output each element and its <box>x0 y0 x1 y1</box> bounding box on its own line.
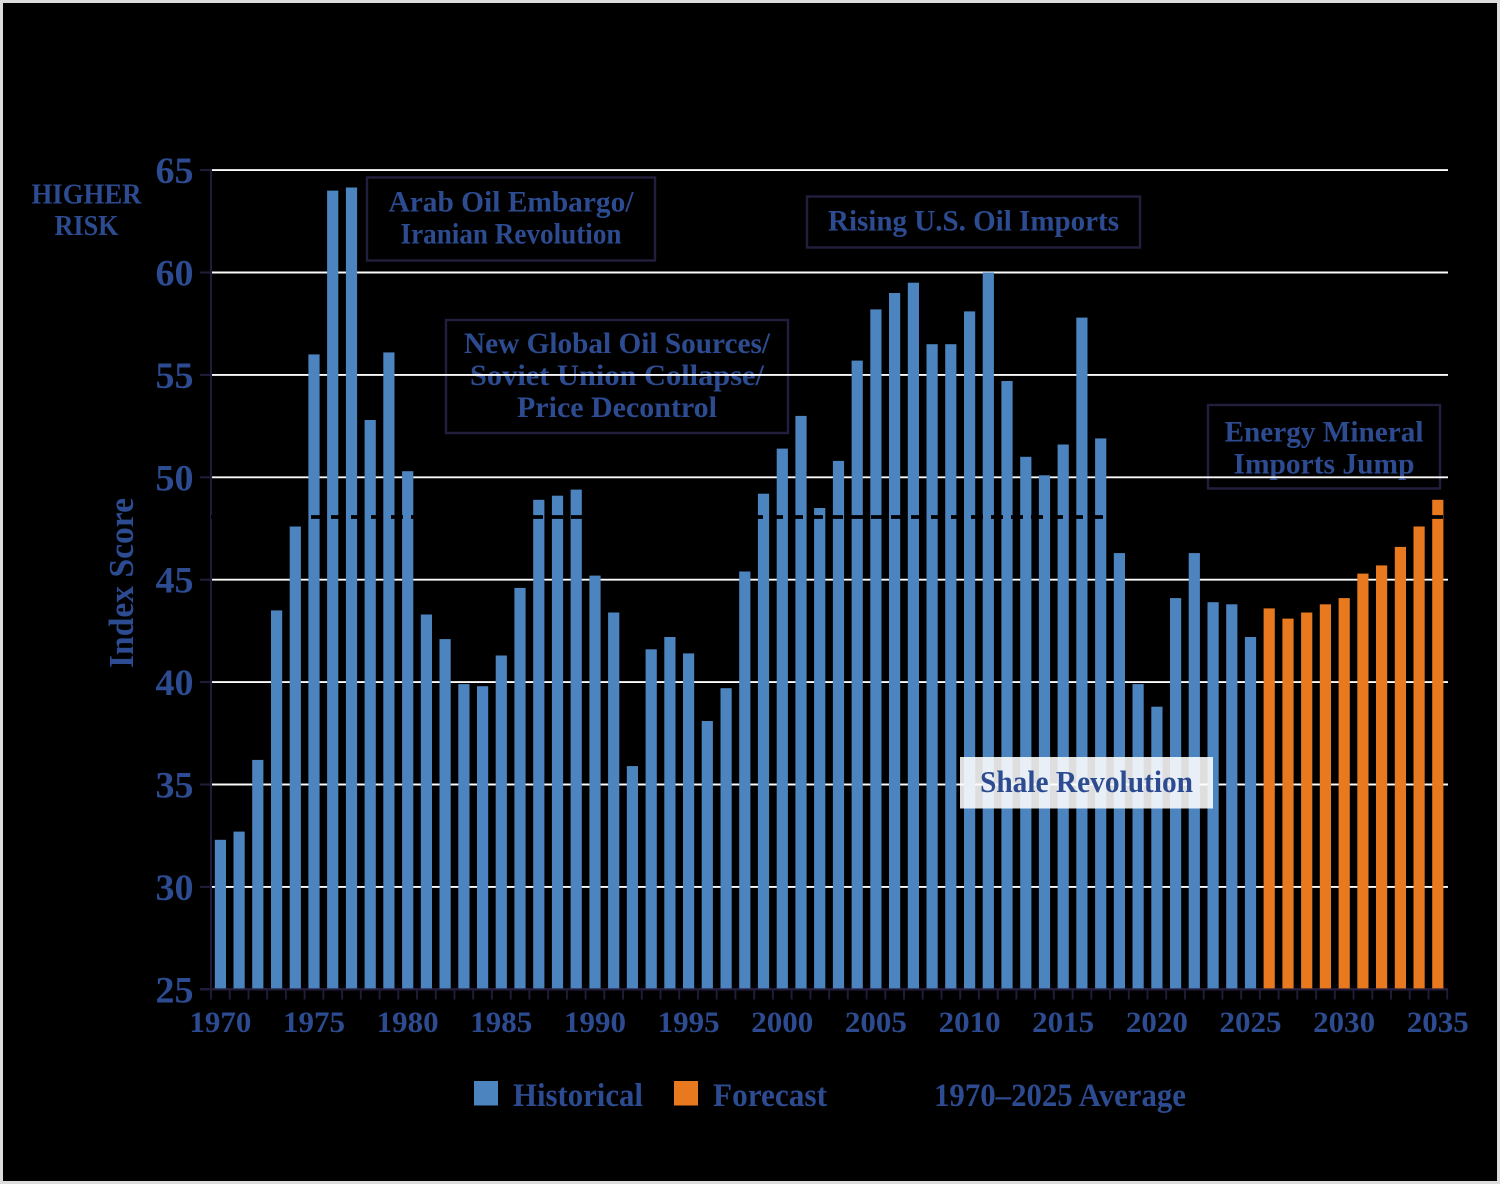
svg-text:HIGHER: HIGHER <box>32 180 143 211</box>
svg-text:1990: 1990 <box>564 1006 626 1039</box>
svg-text:Price Decontrol: Price Decontrol <box>517 391 717 424</box>
svg-text:45: 45 <box>156 561 194 602</box>
svg-text:1970: 1970 <box>189 1006 251 1039</box>
svg-text:30: 30 <box>156 868 194 909</box>
svg-text:Shale Revolution: Shale Revolution <box>980 764 1193 799</box>
svg-text:2010: 2010 <box>939 1006 1001 1039</box>
svg-text:Iranian Revolution: Iranian Revolution <box>401 218 622 251</box>
svg-text:Energy Mineral: Energy Mineral <box>1225 416 1424 449</box>
svg-text:55: 55 <box>156 356 194 397</box>
svg-text:2000: 2000 <box>751 1006 813 1039</box>
svg-text:2035: 2035 <box>1407 1006 1469 1039</box>
svg-text:65: 65 <box>156 151 194 192</box>
svg-text:35: 35 <box>156 766 194 807</box>
svg-text:Imports Jump: Imports Jump <box>1234 447 1415 480</box>
svg-text:RISK: RISK <box>55 211 119 242</box>
svg-text:Rising U.S. Oil Imports: Rising U.S. Oil Imports <box>828 205 1119 238</box>
svg-text:1970–2025 Average: 1970–2025 Average <box>934 1078 1186 1114</box>
svg-text:Historical: Historical <box>513 1078 643 1114</box>
svg-text:New Global Oil Sources/: New Global Oil Sources/ <box>464 327 771 360</box>
svg-text:1980: 1980 <box>377 1006 439 1039</box>
svg-text:2015: 2015 <box>1032 1006 1094 1039</box>
svg-text:2030: 2030 <box>1313 1006 1375 1039</box>
svg-text:Forecast: Forecast <box>713 1078 827 1114</box>
svg-text:50: 50 <box>156 458 194 499</box>
svg-text:2020: 2020 <box>1126 1006 1188 1039</box>
svg-text:Arab Oil Embargo/: Arab Oil Embargo/ <box>389 186 635 219</box>
svg-text:25: 25 <box>156 970 194 1011</box>
svg-text:2005: 2005 <box>845 1006 907 1039</box>
svg-text:60: 60 <box>156 254 194 295</box>
svg-text:40: 40 <box>156 663 194 704</box>
svg-text:Index Score: Index Score <box>102 498 141 668</box>
svg-text:1995: 1995 <box>658 1006 720 1039</box>
svg-text:2025: 2025 <box>1220 1006 1282 1039</box>
svg-text:1975: 1975 <box>283 1006 345 1039</box>
svg-text:1985: 1985 <box>470 1006 532 1039</box>
